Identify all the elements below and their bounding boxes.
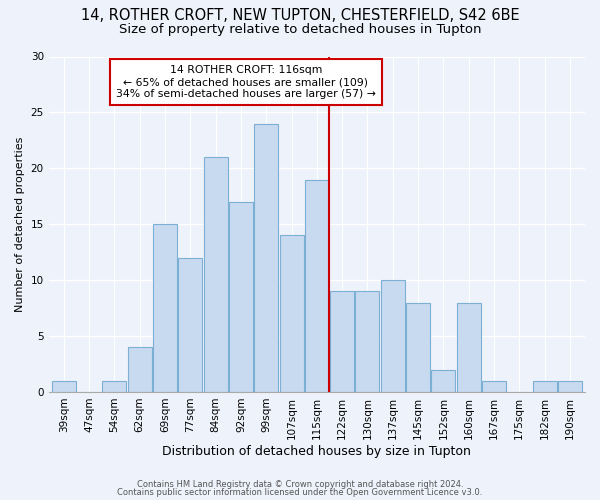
Bar — [381, 280, 405, 392]
Bar — [52, 381, 76, 392]
Bar — [128, 347, 152, 392]
Bar — [406, 302, 430, 392]
Bar — [355, 292, 379, 392]
Bar — [457, 302, 481, 392]
Text: 14 ROTHER CROFT: 116sqm
← 65% of detached houses are smaller (109)
34% of semi-d: 14 ROTHER CROFT: 116sqm ← 65% of detache… — [116, 66, 376, 98]
Bar — [280, 236, 304, 392]
Y-axis label: Number of detached properties: Number of detached properties — [15, 136, 25, 312]
X-axis label: Distribution of detached houses by size in Tupton: Distribution of detached houses by size … — [163, 444, 471, 458]
Bar — [103, 381, 127, 392]
Bar — [254, 124, 278, 392]
Bar — [533, 381, 557, 392]
Text: 14, ROTHER CROFT, NEW TUPTON, CHESTERFIELD, S42 6BE: 14, ROTHER CROFT, NEW TUPTON, CHESTERFIE… — [80, 8, 520, 22]
Bar — [153, 224, 177, 392]
Text: Contains public sector information licensed under the Open Government Licence v3: Contains public sector information licen… — [118, 488, 482, 497]
Bar — [431, 370, 455, 392]
Bar — [203, 157, 227, 392]
Bar — [558, 381, 582, 392]
Bar — [305, 180, 329, 392]
Text: Contains HM Land Registry data © Crown copyright and database right 2024.: Contains HM Land Registry data © Crown c… — [137, 480, 463, 489]
Text: Size of property relative to detached houses in Tupton: Size of property relative to detached ho… — [119, 22, 481, 36]
Bar — [330, 292, 354, 392]
Bar — [229, 202, 253, 392]
Bar — [178, 258, 202, 392]
Bar — [482, 381, 506, 392]
